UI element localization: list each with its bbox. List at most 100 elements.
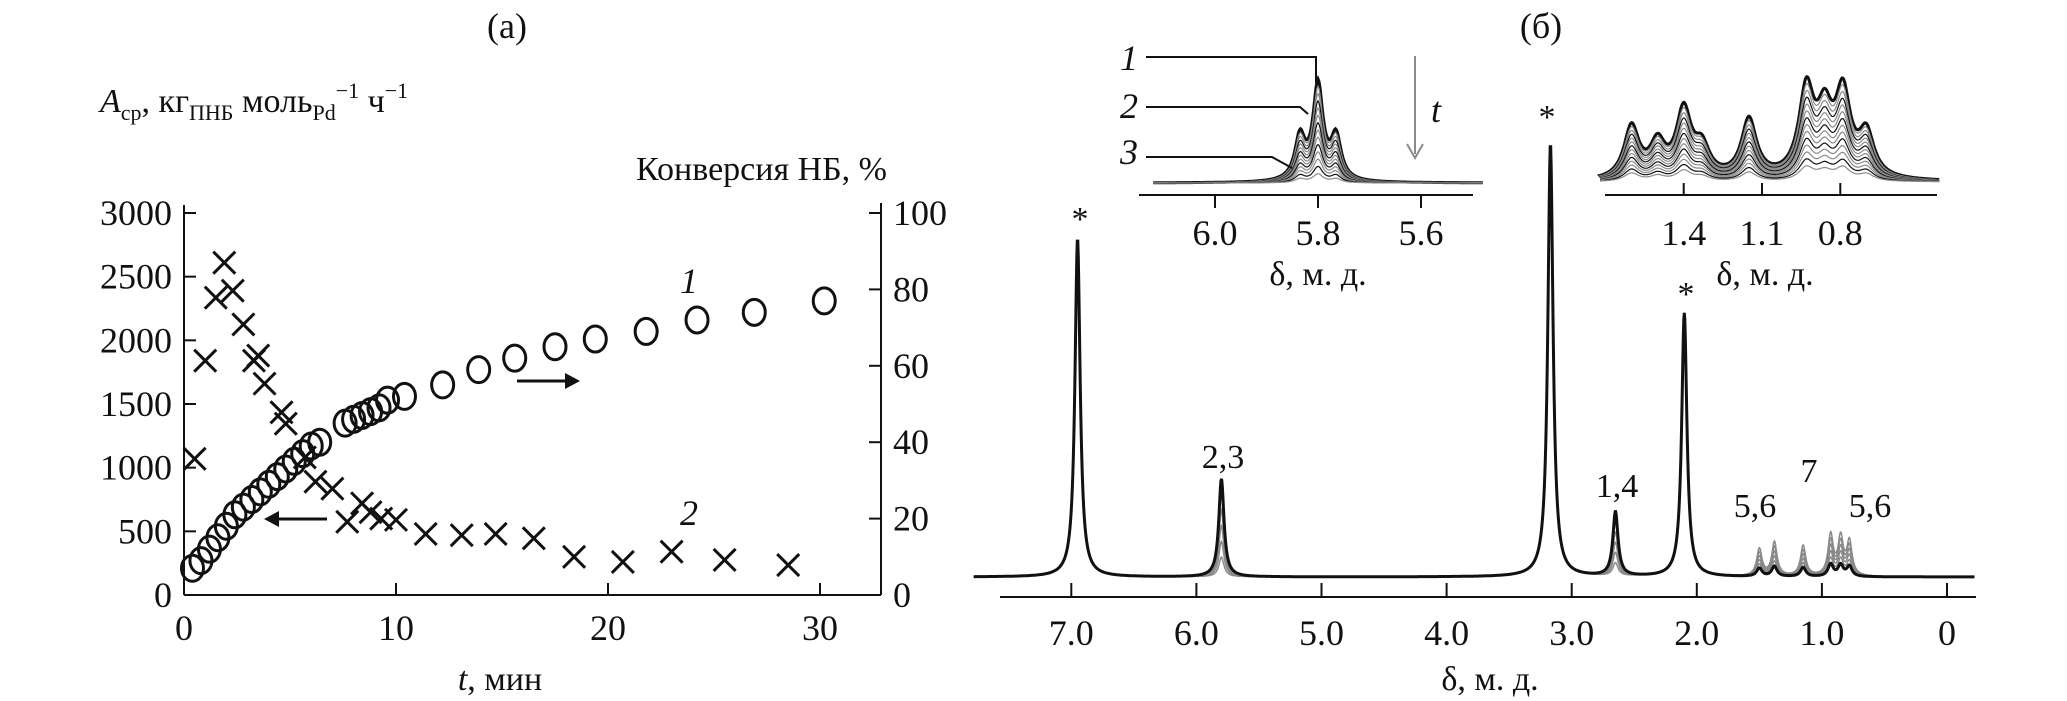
x-tick-label-b: 6.0 bbox=[1174, 613, 1219, 653]
activity-point bbox=[383, 507, 409, 532]
right-axis-title: Конверсия НБ, % bbox=[636, 151, 887, 188]
leader-line-3 bbox=[1146, 156, 1293, 169]
inset1-tick-label: 6.0 bbox=[1193, 213, 1238, 253]
x-axis-title-b: δ, м. д. bbox=[1441, 661, 1538, 698]
peak-annotation: 5,6 bbox=[1734, 488, 1777, 525]
spectrum-trace bbox=[973, 145, 1975, 578]
inset2-tick-label: 0.8 bbox=[1818, 213, 1863, 253]
conversion-point bbox=[582, 324, 608, 354]
x-tick-label-b: 4.0 bbox=[1424, 613, 1469, 653]
right-tick-label: 0 bbox=[893, 575, 911, 615]
conversion-point bbox=[542, 332, 568, 362]
inset2-tick-label: 1.1 bbox=[1740, 213, 1785, 253]
activity-point bbox=[483, 521, 508, 546]
conversion-point bbox=[196, 534, 222, 564]
right-tick-label: 100 bbox=[893, 193, 947, 233]
activity-point bbox=[182, 446, 207, 471]
activity-point bbox=[273, 411, 298, 436]
leader-line-1 bbox=[1146, 56, 1317, 83]
inset1-tick-label: 5.6 bbox=[1399, 213, 1444, 253]
inset2-trace bbox=[1600, 144, 1940, 182]
x-tick-label-b: 7.0 bbox=[1049, 613, 1094, 653]
activity-point bbox=[292, 445, 317, 470]
left-axis-title: Aср, кгПНБ мольPd−1 ч−1 bbox=[98, 78, 408, 125]
inset2-x-axis-title: δ, м. д. bbox=[1716, 256, 1813, 293]
inset2-trace bbox=[1598, 82, 1940, 181]
activity-point bbox=[220, 278, 245, 303]
peak-annotation: 2,3 bbox=[1202, 439, 1245, 476]
inset2-trace bbox=[1596, 74, 1940, 181]
inset1-trace bbox=[1153, 158, 1483, 184]
inset2-trace bbox=[1598, 89, 1940, 181]
right-arrow-head bbox=[565, 373, 580, 389]
inset2-trace bbox=[1600, 158, 1940, 183]
inset2-trace bbox=[1597, 110, 1940, 181]
spectrum-trace bbox=[973, 145, 1975, 579]
peak-annotation: 7 bbox=[1801, 453, 1818, 490]
inset2-trace bbox=[1599, 165, 1940, 183]
nmr-spectrum-plot: 7.0 6.0 5.0 4.0 3.0 2.0 1.0 0 * 2,3 * 1,4 * 5,6 7 5,6 6.… bbox=[973, 56, 1976, 653]
conversion-point bbox=[213, 511, 239, 541]
time-arrow-label: t bbox=[1431, 90, 1442, 130]
activity-point bbox=[303, 469, 328, 494]
spectrum-trace bbox=[973, 146, 1975, 578]
activity-point bbox=[776, 553, 801, 578]
x-tick-label: 20 bbox=[590, 608, 626, 648]
conversion-point bbox=[633, 316, 659, 346]
inset2-trace bbox=[1599, 103, 1940, 181]
leader-line-2 bbox=[1146, 106, 1309, 115]
x-tick-label: 10 bbox=[378, 608, 414, 648]
inset2-trace bbox=[1600, 151, 1940, 182]
inset2-trace bbox=[1600, 123, 1940, 182]
conversion-point bbox=[375, 385, 401, 415]
inset2-tick-label: 1.4 bbox=[1661, 213, 1706, 253]
activity-point bbox=[449, 523, 474, 548]
asterisk-annotation: * bbox=[1539, 99, 1556, 136]
left-arrow-head bbox=[264, 511, 279, 527]
peak-annotation: 5,6 bbox=[1849, 488, 1892, 525]
inset1-x-axis-title: δ, м. д. bbox=[1269, 256, 1366, 293]
inset1-trace bbox=[1153, 143, 1483, 184]
conversion-point bbox=[391, 381, 417, 411]
conversion-point bbox=[205, 523, 231, 553]
right-tick-label: 80 bbox=[893, 269, 929, 309]
conversion-point bbox=[430, 370, 456, 400]
inset1-curve-label-2: 2 bbox=[1120, 86, 1138, 126]
panel-b-label: (б) bbox=[1520, 6, 1562, 46]
activity-point bbox=[203, 285, 228, 310]
right-tick-label: 60 bbox=[893, 346, 929, 386]
left-tick-label: 2000 bbox=[100, 320, 172, 360]
inset2-trace bbox=[1600, 137, 1940, 182]
panel-a-label: (a) bbox=[487, 6, 527, 46]
activity-point bbox=[712, 547, 737, 573]
x-axis-title-a: t, мин bbox=[458, 661, 542, 698]
inset2-trace bbox=[1600, 117, 1940, 182]
x-tick-label-b: 2.0 bbox=[1674, 613, 1719, 653]
left-tick-label: 500 bbox=[118, 511, 172, 551]
spectrum-trace bbox=[973, 146, 1975, 578]
x-tick-label-b: 1.0 bbox=[1799, 613, 1844, 653]
left-tick-label: 1500 bbox=[100, 384, 172, 424]
inset1-curve-label-3: 3 bbox=[1119, 132, 1138, 172]
left-tick-label: 0 bbox=[154, 575, 172, 615]
left-tick-label: 1000 bbox=[100, 448, 172, 488]
left-tick-label: 3000 bbox=[100, 193, 172, 233]
right-tick-label: 20 bbox=[893, 499, 929, 539]
x-tick-label-b: 5.0 bbox=[1299, 613, 1344, 653]
activity-point bbox=[212, 250, 237, 275]
inset1-curve-label-1: 1 bbox=[1120, 38, 1138, 78]
activity-point bbox=[193, 348, 218, 373]
inset1-trace bbox=[1153, 165, 1483, 184]
activity-point bbox=[610, 549, 635, 574]
inset1-trace bbox=[1153, 172, 1483, 184]
x-tick-label: 0 bbox=[175, 608, 193, 648]
inset1-tick-label: 5.8 bbox=[1296, 213, 1341, 253]
spectrum-trace bbox=[973, 146, 1975, 578]
activity-point bbox=[413, 521, 438, 546]
x-tick-label-b: 3.0 bbox=[1549, 613, 1594, 653]
inset2-trace bbox=[1600, 130, 1940, 182]
asterisk-annotation: * bbox=[1678, 276, 1695, 313]
activity-point bbox=[562, 544, 587, 569]
